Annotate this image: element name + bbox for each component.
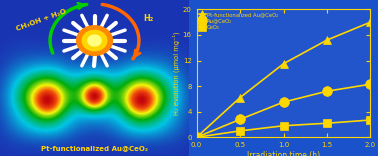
Line: Au@CeO₂: Au@CeO₂ (192, 79, 375, 142)
CeO₂ (368, 119, 373, 121)
Circle shape (76, 26, 113, 55)
Au@CeO₂ (238, 118, 242, 120)
Line: Pt-functionalized Au@CeO₂: Pt-functionalized Au@CeO₂ (192, 18, 375, 141)
Pt-functionalized Au@CeO₂ (281, 63, 286, 65)
X-axis label: Irradiation time (h): Irradiation time (h) (247, 151, 320, 156)
Text: CH₃OH + H₂O: CH₃OH + H₂O (15, 8, 67, 32)
Pt-functionalized Au@CeO₂ (325, 39, 329, 41)
Pt-functionalized Au@CeO₂ (368, 21, 373, 23)
CeO₂ (194, 136, 199, 138)
Au@CeO₂ (325, 90, 329, 92)
CeO₂ (325, 122, 329, 124)
Text: Pt-functionalized Au@CeO₂: Pt-functionalized Au@CeO₂ (41, 145, 148, 151)
Au@CeO₂ (194, 136, 199, 138)
Au@CeO₂ (368, 83, 373, 85)
Text: H₂: H₂ (144, 14, 154, 23)
CeO₂ (281, 125, 286, 127)
Circle shape (82, 30, 107, 51)
CeO₂ (238, 130, 242, 132)
Y-axis label: H₂ evolution (μmol mg⁻¹): H₂ evolution (μmol mg⁻¹) (172, 32, 180, 115)
Au@CeO₂ (281, 101, 286, 103)
Line: CeO₂: CeO₂ (192, 116, 375, 141)
Pt-functionalized Au@CeO₂ (194, 136, 199, 138)
Circle shape (88, 35, 101, 46)
Pt-functionalized Au@CeO₂ (238, 97, 242, 99)
Legend: Pt-functionalized Au@CeO₂, Au@CeO₂, CeO₂: Pt-functionalized Au@CeO₂, Au@CeO₂, CeO₂ (198, 11, 279, 31)
